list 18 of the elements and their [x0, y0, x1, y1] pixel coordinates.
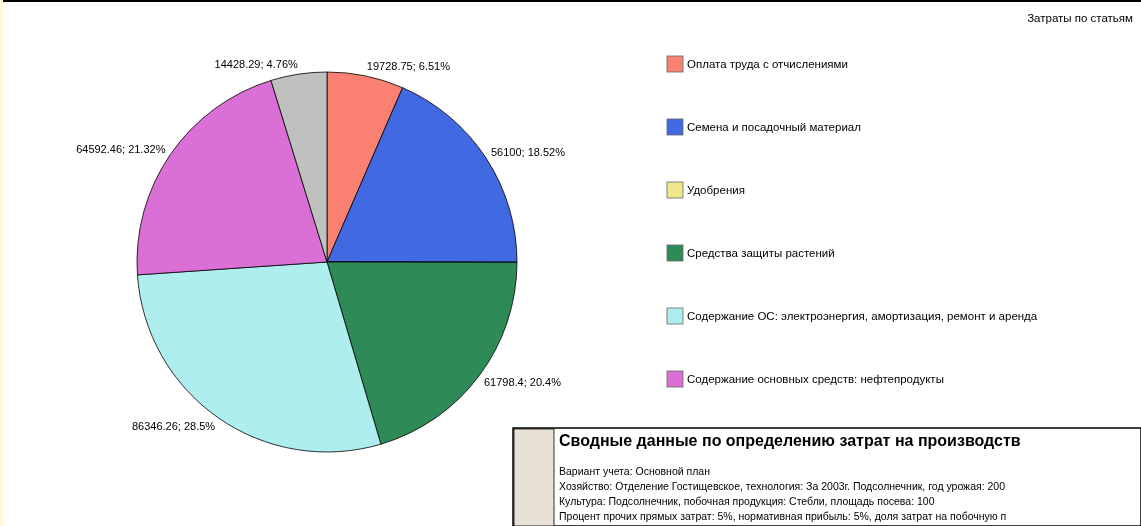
text: Затраты по статьям	[1027, 12, 1134, 24]
legend-label: Удобрения	[687, 184, 745, 197]
text: Хозяйство: Отделение Гостищевское, технология: За 2003г. Подсолнечник, год урожая: 200	[559, 479, 1006, 492]
data-label: 86346.26; 28.5%	[131, 420, 216, 433]
legend-label: Оплата труда с отчислениями	[687, 58, 848, 71]
legend-label: Семена и посадочный материал	[687, 121, 861, 134]
legend-label: Содержание ОС: электроэнергия, амортизация, ремонт и аренда	[687, 310, 1038, 323]
data-label: 61798.4; 20.4%	[483, 375, 562, 388]
legend-label: Содержание основных средств: нефтепродукты	[687, 373, 944, 386]
text: Вариант учета: Основной план	[559, 464, 711, 477]
text: Процент прочих прямых затрат: 5%, нормативная прибыль: 5%, доля затрат на побочную п	[559, 509, 1007, 522]
data-label: 56100; 18.52%	[490, 146, 566, 159]
data-label: 64592.46; 21.32%	[76, 142, 166, 155]
data-label: 19728.75; 6.51%	[366, 60, 451, 73]
text: Культура: Подсолнечник, побочная продукция: Стебли, площадь посева: 100	[559, 494, 935, 507]
text: Сводные данные по определению затрат на производств	[559, 432, 1021, 449]
legend-label: Средства защиты растений	[687, 247, 835, 260]
data-label: 14428.29; 4.76%	[214, 58, 298, 71]
